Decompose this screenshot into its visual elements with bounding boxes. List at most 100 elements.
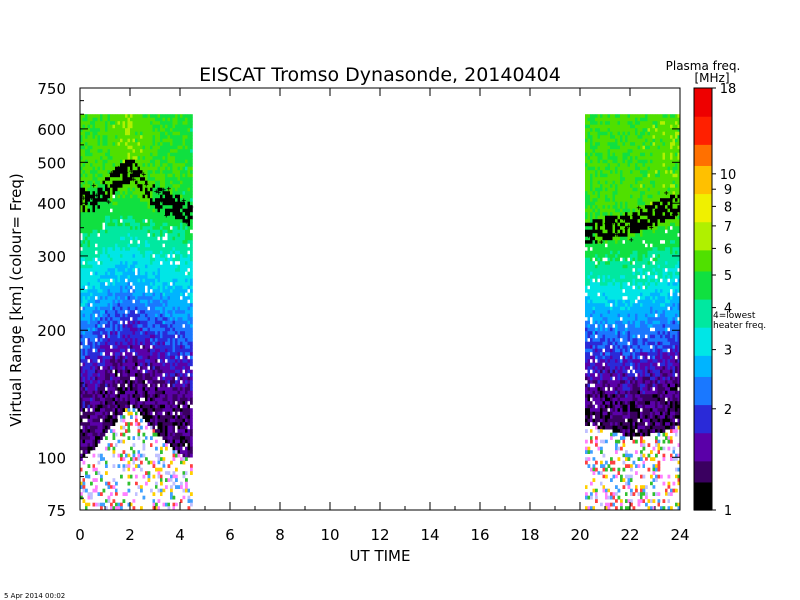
heatmap-cell — [132, 488, 136, 493]
heatmap-cell — [115, 373, 118, 377]
heatmap-cell — [162, 289, 166, 293]
heatmap-cell — [117, 240, 121, 244]
heatmap-cell — [105, 180, 108, 185]
heatmap-cell — [112, 380, 116, 384]
heatmap-cell — [187, 254, 191, 258]
heatmap-cell — [190, 499, 193, 503]
heatmap-cell — [95, 348, 98, 353]
heatmap-cell — [157, 348, 161, 353]
heatmap-cell — [177, 250, 181, 255]
heatmap-cell — [190, 201, 193, 206]
heatmap-cell — [150, 159, 153, 164]
heatmap-cell — [180, 362, 183, 367]
heatmap-cell — [130, 450, 133, 454]
heatmap-cell — [135, 320, 138, 325]
heatmap-cell — [82, 114, 86, 118]
heatmap-cell — [85, 506, 88, 510]
heatmap-cell — [122, 159, 126, 164]
heatmap-cell — [165, 191, 168, 195]
heatmap-cell — [177, 264, 181, 269]
heatmap-cell — [587, 215, 591, 220]
heatmap-cell — [110, 327, 113, 332]
heatmap-cell — [170, 355, 173, 360]
heatmap-cell — [127, 380, 131, 384]
heatmap-cell — [120, 341, 123, 346]
heatmap-cell — [585, 166, 588, 171]
heatmap-cell — [110, 184, 113, 188]
heatmap-cell — [585, 131, 588, 136]
heatmap-cell — [185, 296, 188, 300]
heatmap-cell — [82, 250, 86, 255]
heatmap-cell — [190, 264, 193, 269]
heatmap-cell — [165, 471, 168, 475]
heatmap-cell — [80, 429, 83, 433]
heatmap-cell — [107, 359, 111, 363]
heatmap-cell — [145, 289, 148, 293]
heatmap-cell — [117, 397, 121, 402]
heatmap-cell — [115, 187, 118, 192]
heatmap-cell — [162, 404, 166, 409]
heatmap-cell — [100, 236, 103, 241]
heatmap-cell — [140, 264, 143, 269]
heatmap-cell — [105, 271, 108, 276]
heatmap-cell — [587, 443, 591, 447]
heatmap-cell — [95, 464, 98, 468]
heatmap-cell — [87, 506, 91, 510]
heatmap-cell — [95, 289, 98, 293]
heatmap-cell — [142, 240, 146, 244]
heatmap-cell — [115, 488, 118, 493]
heatmap-cell — [150, 387, 153, 391]
heatmap-cell — [127, 156, 131, 160]
heatmap-cell — [592, 506, 596, 510]
heatmap-cell — [97, 401, 101, 405]
heatmap-cell — [190, 229, 193, 234]
heatmap-cell — [117, 247, 121, 251]
heatmap-cell — [587, 310, 591, 314]
heatmap-cell — [115, 324, 118, 328]
heatmap-cell — [80, 184, 83, 188]
heatmap-cell — [92, 128, 96, 132]
heatmap-cell — [152, 499, 156, 503]
heatmap-cell — [585, 376, 588, 381]
heatmap-cell — [147, 408, 151, 412]
heatmap-cell — [140, 191, 143, 195]
heatmap-cell — [157, 135, 161, 139]
heatmap-cell — [147, 422, 151, 426]
heatmap-cell — [137, 114, 141, 118]
heatmap-cell — [127, 254, 131, 258]
heatmap-cell — [592, 401, 596, 405]
heatmap-cell — [107, 383, 111, 388]
heatmap-cell — [165, 131, 168, 136]
heatmap-cell — [110, 128, 113, 132]
heatmap-cell — [172, 166, 176, 171]
heatmap-cell — [122, 324, 126, 328]
heatmap-cell — [130, 457, 133, 461]
heatmap-cell — [162, 201, 166, 206]
heatmap-cell — [142, 159, 146, 164]
heatmap-cell — [590, 397, 593, 402]
heatmap-cell — [190, 453, 193, 458]
heatmap-cell — [130, 226, 133, 230]
heatmap-cell — [95, 404, 98, 409]
heatmap-cell — [130, 152, 133, 157]
heatmap-cell — [90, 177, 93, 181]
heatmap-cell — [167, 177, 171, 181]
heatmap-cell — [82, 411, 86, 416]
heatmap-cell — [85, 135, 88, 139]
heatmap-cell — [80, 289, 83, 293]
heatmap-cell — [120, 278, 123, 283]
heatmap-cell — [110, 145, 113, 150]
heatmap-cell — [112, 205, 116, 209]
heatmap-cell — [145, 233, 148, 237]
heatmap-cell — [110, 471, 113, 475]
heatmap-cell — [90, 205, 93, 209]
heatmap-cell — [162, 464, 166, 468]
heatmap-cell — [82, 383, 86, 388]
heatmap-cell — [142, 310, 146, 314]
heatmap-cell — [90, 380, 93, 384]
heatmap-cell — [137, 285, 141, 290]
heatmap-cell — [132, 355, 136, 360]
heatmap-cell — [120, 226, 123, 230]
heatmap-cell — [590, 436, 593, 440]
heatmap-cell — [120, 317, 123, 321]
